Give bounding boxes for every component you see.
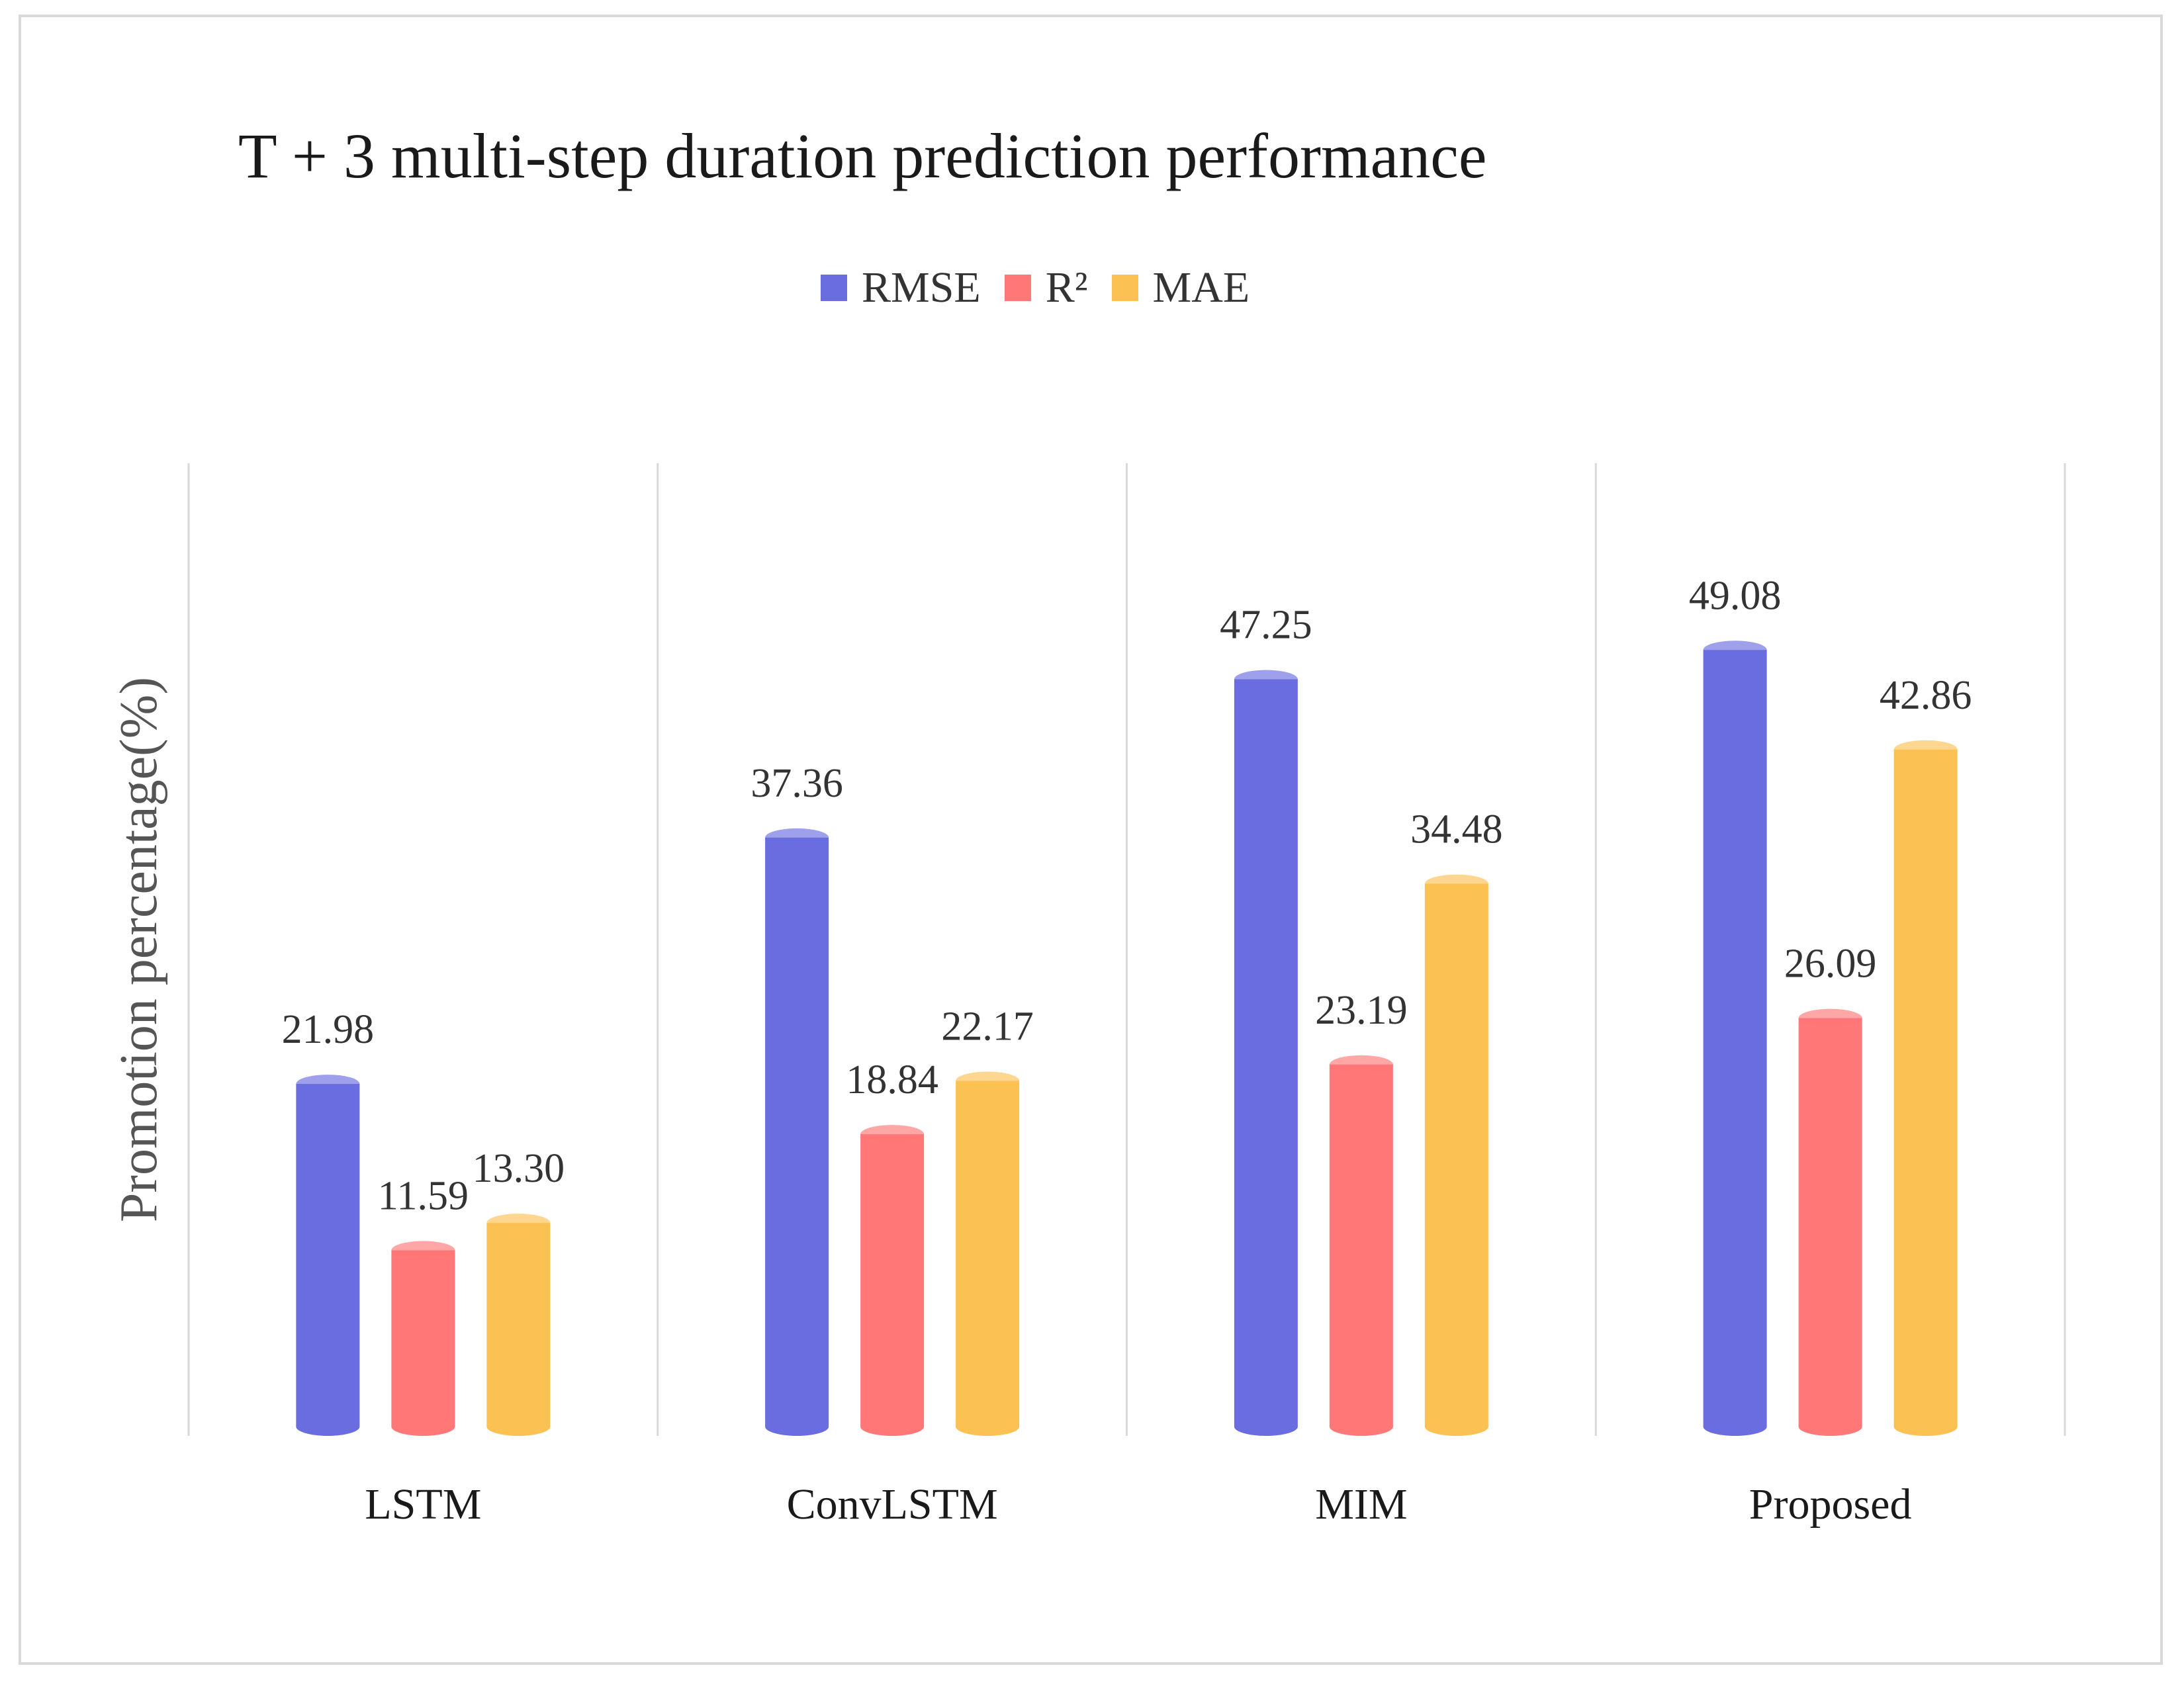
- x-tick-label: ConvLSTM: [787, 1480, 998, 1529]
- bar-base-rmse: [765, 1417, 829, 1436]
- chart-legend: RMSE R² MAE: [821, 258, 1273, 318]
- legend-label-r2: R²: [1045, 263, 1088, 312]
- data-label-r2: 26.09: [1784, 942, 1877, 987]
- bar-mae: [1893, 749, 1958, 1427]
- bar-base-rmse: [1703, 1417, 1767, 1436]
- bar-cap-rmse: [1703, 641, 1767, 660]
- data-label-rmse: 47.25: [1220, 603, 1312, 648]
- bar-cap-mae: [1424, 874, 1488, 893]
- legend-swatch-mae: [1111, 275, 1138, 301]
- data-label-r2: 11.59: [378, 1174, 469, 1219]
- chart-title: T + 3 multi-step duration prediction per…: [238, 120, 1487, 191]
- bar-base-r2: [1798, 1417, 1862, 1436]
- bar-mae: [956, 1081, 1020, 1427]
- bar-cap-mae: [956, 1071, 1020, 1090]
- bar-rmse: [765, 837, 829, 1427]
- bar-cap-r2: [1329, 1055, 1393, 1074]
- bar-r2: [1798, 1018, 1862, 1427]
- legend-item-r2: R²: [1004, 263, 1088, 313]
- data-label-rmse: 21.98: [282, 1007, 375, 1052]
- legend-label-mae: MAE: [1152, 263, 1250, 312]
- data-label-mae: 34.48: [1410, 807, 1503, 852]
- bar-base-mae: [1424, 1417, 1488, 1436]
- bar-mae: [1424, 883, 1488, 1427]
- bar-cap-rmse: [296, 1075, 360, 1094]
- data-label-rmse: 49.08: [1689, 573, 1782, 618]
- data-label-mae: 22.17: [941, 1004, 1034, 1049]
- data-label-mae: 42.86: [1880, 673, 1972, 718]
- bar-cap-mae: [486, 1214, 551, 1233]
- x-tick-label: LSTM: [365, 1480, 481, 1529]
- data-label-rmse: 37.36: [751, 761, 843, 806]
- bar-cap-rmse: [765, 828, 829, 847]
- bar-base-rmse: [296, 1417, 360, 1436]
- legend-swatch-r2: [1004, 275, 1031, 301]
- data-label-r2: 18.84: [846, 1057, 938, 1102]
- bar-cap-r2: [1798, 1008, 1862, 1028]
- bar-base-r2: [860, 1417, 925, 1436]
- bar-cap-mae: [1893, 740, 1958, 759]
- bar-base-mae: [1893, 1417, 1958, 1436]
- bar-base-mae: [956, 1417, 1020, 1436]
- bar-base-r2: [1329, 1417, 1393, 1436]
- bar-rmse: [296, 1084, 360, 1427]
- bar-rmse: [1234, 679, 1298, 1427]
- x-tick-label: Proposed: [1749, 1480, 1912, 1529]
- bar-cap-r2: [860, 1125, 925, 1144]
- bar-base-mae: [486, 1417, 551, 1436]
- bar-cap-r2: [391, 1241, 455, 1260]
- bar-r2: [860, 1134, 925, 1427]
- legend-item-rmse: RMSE: [821, 263, 981, 313]
- bar-rmse: [1703, 650, 1767, 1427]
- bar-cap-rmse: [1234, 670, 1298, 689]
- bar-mae: [486, 1223, 551, 1427]
- bar-base-rmse: [1234, 1417, 1298, 1436]
- bar-r2: [1329, 1064, 1393, 1427]
- bar-r2: [391, 1250, 455, 1427]
- data-label-mae: 13.30: [473, 1146, 565, 1191]
- legend-swatch-rmse: [821, 275, 847, 301]
- bar-base-r2: [391, 1417, 455, 1436]
- x-tick-label: MIM: [1315, 1480, 1407, 1529]
- data-label-r2: 23.19: [1315, 988, 1408, 1033]
- legend-item-mae: MAE: [1111, 263, 1250, 313]
- legend-label-rmse: RMSE: [862, 263, 981, 312]
